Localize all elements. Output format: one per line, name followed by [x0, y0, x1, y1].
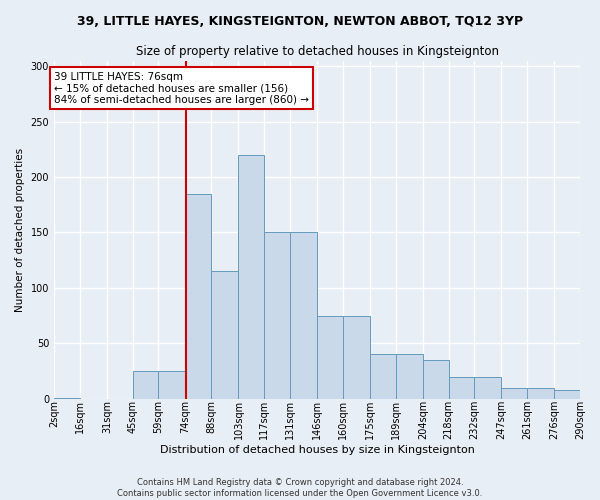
Bar — [554, 390, 580, 398]
Title: Size of property relative to detached houses in Kingsteignton: Size of property relative to detached ho… — [136, 45, 499, 58]
Bar — [238, 155, 264, 398]
Bar — [395, 354, 423, 399]
Bar — [474, 376, 502, 398]
Bar — [502, 388, 527, 398]
Bar — [290, 232, 317, 398]
Text: 39 LITTLE HAYES: 76sqm
← 15% of detached houses are smaller (156)
84% of semi-de: 39 LITTLE HAYES: 76sqm ← 15% of detached… — [54, 72, 309, 105]
Bar — [185, 194, 211, 398]
Bar — [449, 376, 474, 398]
Text: 39, LITTLE HAYES, KINGSTEIGNTON, NEWTON ABBOT, TQ12 3YP: 39, LITTLE HAYES, KINGSTEIGNTON, NEWTON … — [77, 15, 523, 28]
Bar — [343, 316, 370, 398]
Text: Contains HM Land Registry data © Crown copyright and database right 2024.
Contai: Contains HM Land Registry data © Crown c… — [118, 478, 482, 498]
X-axis label: Distribution of detached houses by size in Kingsteignton: Distribution of detached houses by size … — [160, 445, 475, 455]
Bar — [158, 371, 185, 398]
Bar — [370, 354, 395, 399]
Y-axis label: Number of detached properties: Number of detached properties — [15, 148, 25, 312]
Bar — [211, 271, 238, 398]
Bar — [527, 388, 554, 398]
Bar — [423, 360, 449, 399]
Bar — [264, 232, 290, 398]
Bar — [317, 316, 343, 398]
Bar — [133, 371, 158, 398]
